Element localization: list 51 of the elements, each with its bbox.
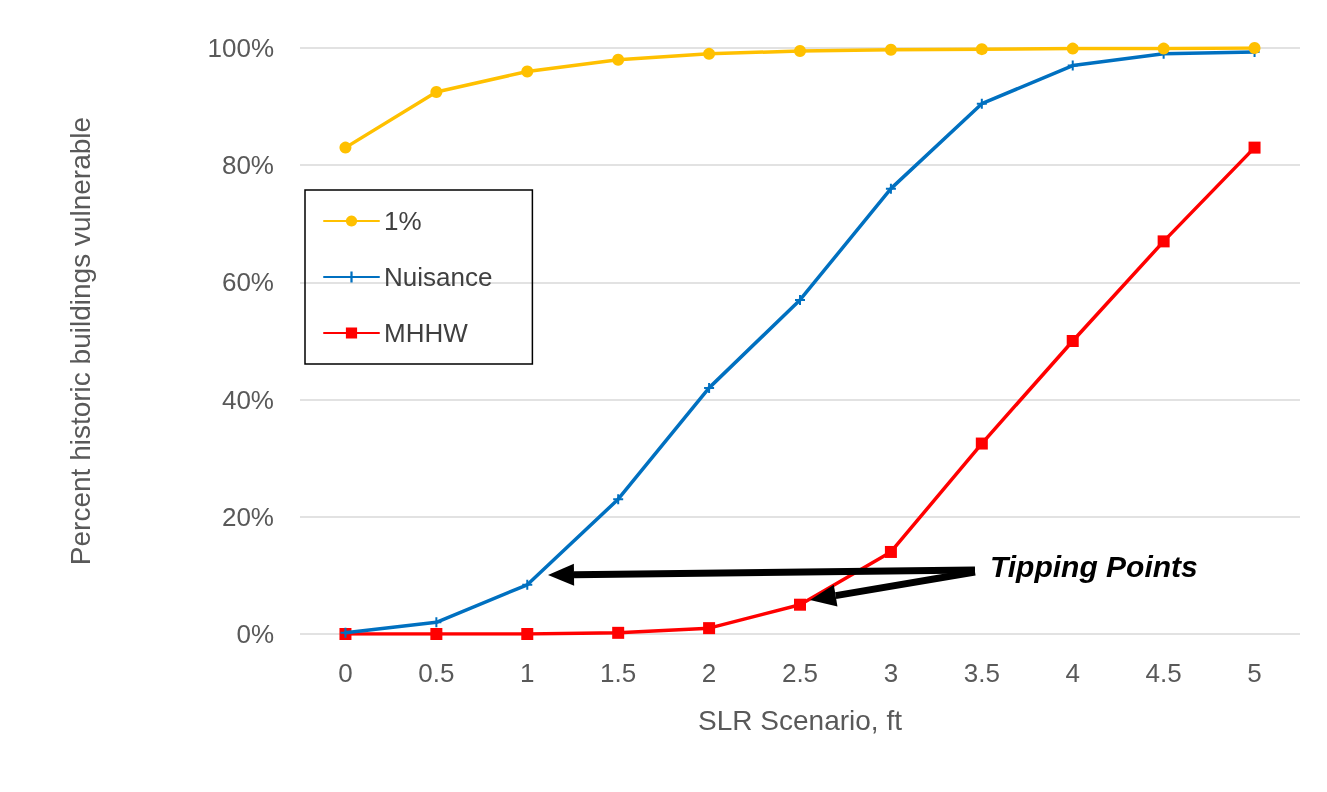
point [704,382,715,393]
point [1157,235,1170,248]
x-tick-label: 1 [520,658,535,688]
x-tick-label: 4.5 [1145,658,1182,688]
annotation: Tipping Points [990,550,1198,584]
x-tick-label: 1.5 [600,658,637,688]
point [613,494,624,505]
point [975,43,988,56]
x-tick-label: 2 [701,658,717,688]
point [975,437,988,450]
x-tick-label: 2.5 [781,658,819,688]
point [1248,42,1261,54]
point [794,598,806,611]
x-axis-title: SLR Scenario, ft [698,704,903,736]
point [795,294,805,305]
point [794,44,806,57]
y-tick-label: 80% [221,150,274,181]
y-tick-label: 40% [221,384,274,415]
point [703,47,716,60]
y-tick-label: 0% [236,619,274,649]
point [612,626,625,639]
point [1067,60,1078,71]
point [885,183,896,194]
point [430,628,443,640]
x-tick-label: 5 [1247,658,1262,688]
point [1066,335,1079,347]
y-axis-title: Percent historic buildings vulnerable [64,116,96,566]
legend-label: Nuisance [384,262,493,292]
point [339,141,352,154]
point [884,545,897,558]
point [612,53,625,66]
point [884,43,897,56]
point [976,98,987,109]
x-tick-label: 3 [883,658,899,688]
point [1066,42,1079,55]
point [430,85,443,98]
y-tick-label: 60% [221,267,274,298]
x-tick-label: 0.5 [418,658,455,688]
point [522,579,533,590]
point [703,622,716,635]
y-tick-label: 100% [207,33,274,63]
point [1157,42,1170,55]
legend-label: MHHW [384,318,469,348]
point [521,628,534,640]
y-tick-label: 20% [221,501,274,532]
x-tick-label: 4 [1065,658,1080,688]
point [1248,141,1261,154]
x-tick-label: 0 [338,658,353,688]
x-tick-label: 3.5 [963,658,1000,688]
point [521,65,534,78]
legend-label: 1% [384,206,422,236]
